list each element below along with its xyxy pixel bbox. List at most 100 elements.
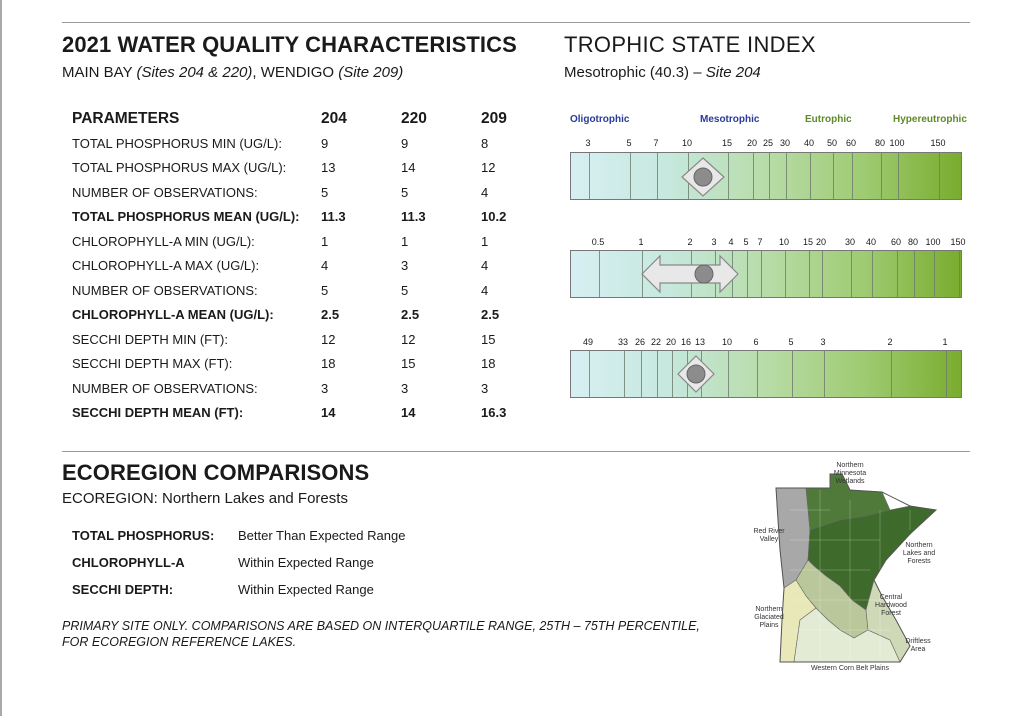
chlorophyll-tick-label: 60	[890, 237, 902, 247]
value-220: 15	[401, 356, 416, 372]
chlorophyll-tick-label: 5	[743, 237, 749, 247]
chlorophyll-indicator	[641, 254, 739, 294]
chlorophyll-indicator-dot	[694, 264, 714, 284]
parameter-row: NUMBER OF OBSERVATIONS: 5 5 4	[66, 278, 535, 303]
value-220: 11.3	[401, 209, 426, 225]
secchi-tick-line	[891, 351, 892, 397]
chlorophyll-tick-label: 7	[757, 237, 763, 247]
value-209: 15	[481, 331, 496, 347]
parameter-label: NUMBER OF OBSERVATIONS:	[72, 282, 258, 298]
top-rule	[62, 22, 970, 23]
parameter-label: TOTAL PHOSPHORUS MEAN (UG/L):	[72, 209, 300, 225]
map-label-ngp: Northern Glaciated Plains	[754, 606, 784, 629]
parameter-row: SECCHI DEPTH MAX (FT): 18 15 18	[66, 352, 535, 377]
phosphorus-tick-line	[810, 153, 811, 199]
ecoregion-item-label: CHLOROPHYLL-A	[72, 555, 185, 570]
phosphorus-tick-line	[898, 153, 899, 199]
parameter-label: TOTAL PHOSPHORUS MIN (UG/L):	[72, 135, 282, 151]
phosphorus-tick-label: 15	[721, 138, 733, 148]
secchi-tick-label: 5	[788, 337, 794, 347]
phosphorus-tick-line	[833, 153, 834, 199]
header-parameters: PARAMETERS	[72, 109, 180, 127]
parameter-label: NUMBER OF OBSERVATIONS:	[72, 184, 258, 200]
chlorophyll-tick-line	[599, 251, 600, 297]
tsi-title: TROPHIC STATE INDEX	[564, 32, 816, 57]
parameter-row: CHLOROPHYLL-A MAX (UG/L): 4 3 4	[66, 254, 535, 279]
secchi-indicator-dot	[686, 364, 706, 384]
value-209: 12	[481, 160, 496, 176]
value-204: 14	[321, 405, 336, 421]
phosphorus-tick-label: 80	[874, 138, 886, 148]
secchi-tick-label: 26	[634, 337, 646, 347]
chlorophyll-tick-line	[851, 251, 852, 297]
secchi-tick-label: 3	[820, 337, 826, 347]
map-label-da: Driftless Area	[905, 638, 931, 653]
parameter-row: SECCHI DEPTH MIN (FT): 12 12 15	[66, 327, 535, 352]
phosphorus-tick-label: 100	[889, 138, 905, 148]
secchi-tick-line	[624, 351, 625, 397]
chlorophyll-tick-line	[809, 251, 810, 297]
parameter-label: TOTAL PHOSPHORUS MAX (UG/L):	[72, 160, 287, 176]
phosphorus-scale-bar	[570, 152, 962, 200]
subtitle-sep: , WENDIGO	[252, 64, 339, 81]
tsi-subtitle: Mesotrophic (40.3) – Site 204	[564, 64, 761, 81]
phosphorus-tick-line	[657, 153, 658, 199]
phosphorus-tick-line	[589, 153, 590, 199]
phosphorus-tick-line	[786, 153, 787, 199]
ecoregion-item-value: Within Expected Range	[238, 582, 374, 597]
phosphorus-indicator-dot	[693, 167, 713, 187]
parameter-row: TOTAL PHOSPHORUS MAX (UG/L): 13 14 12	[66, 156, 535, 181]
value-209: 10.2	[481, 209, 507, 225]
header-site-209: 209	[481, 109, 507, 127]
phosphorus-tick-line	[753, 153, 754, 199]
value-209: 16.3	[481, 405, 507, 421]
secchi-tick-label: 20	[665, 337, 677, 347]
map-county-lines	[790, 490, 911, 660]
phosphorus-tick-label: 25	[762, 138, 774, 148]
value-220: 14	[401, 405, 416, 421]
ecoregion-note-line1: PRIMARY SITE ONLY. COMPARISONS ARE BASED…	[62, 619, 700, 633]
chlorophyll-tick-line	[914, 251, 915, 297]
map-label-nmw: Northern Minnesota Wetlands	[833, 462, 867, 485]
secchi-tick-line	[757, 351, 758, 397]
tsi-category-oligotrophic: Oligotrophic	[570, 114, 630, 125]
parameter-label: CHLOROPHYLL-A MAX (UG/L):	[72, 258, 260, 274]
phosphorus-tick-line	[939, 153, 940, 199]
value-204: 1	[321, 233, 329, 249]
subtitle-wendigo-site: (Site 209)	[338, 64, 404, 81]
value-204: 2.5	[321, 307, 340, 323]
parameter-row: SECCHI DEPTH MEAN (FT): 14 14 16.3	[66, 401, 535, 426]
secchi-tick-line	[672, 351, 673, 397]
value-204: 5	[321, 282, 329, 298]
chlorophyll-tick-label: 40	[865, 237, 877, 247]
value-204: 3	[321, 380, 329, 396]
phosphorus-tick-line	[881, 153, 882, 199]
parameter-label: CHLOROPHYLL-A MEAN (UG/L):	[72, 307, 274, 323]
phosphorus-tick-label: 150	[930, 138, 946, 148]
value-204: 9	[321, 135, 329, 151]
tsi-site: Site 204	[705, 64, 761, 81]
phosphorus-tick-line	[769, 153, 770, 199]
ecoregion-note-line2: FOR ECOREGION REFERENCE LAKES.	[62, 635, 297, 649]
phosphorus-tick-label: 20	[746, 138, 758, 148]
page-subtitle: MAIN BAY (Sites 204 & 220), WENDIGO (Sit…	[62, 64, 403, 81]
value-220: 12	[401, 331, 416, 347]
secchi-scale-bar	[570, 350, 962, 398]
value-204: 13	[321, 160, 336, 176]
chlorophyll-tick-line	[761, 251, 762, 297]
value-209: 3	[481, 380, 489, 396]
secchi-tick-line	[657, 351, 658, 397]
ecoregion-item-value: Within Expected Range	[238, 555, 374, 570]
phosphorus-tick-label: 30	[779, 138, 791, 148]
secchi-tick-label: 1	[942, 337, 948, 347]
ecoregion-item-label: SECCHI DEPTH:	[72, 582, 174, 597]
phosphorus-tick-label: 60	[845, 138, 857, 148]
chlorophyll-tick-line	[934, 251, 935, 297]
chlorophyll-tick-line	[872, 251, 873, 297]
parameters-header-row: PARAMETERS 204 220 209	[66, 106, 535, 131]
tsi-category-hypereutrophic: Hypereutrophic	[893, 114, 967, 125]
header-site-220: 220	[401, 109, 427, 127]
chlorophyll-tick-label: 80	[907, 237, 919, 247]
value-204: 18	[321, 356, 336, 372]
value-204: 12	[321, 331, 336, 347]
